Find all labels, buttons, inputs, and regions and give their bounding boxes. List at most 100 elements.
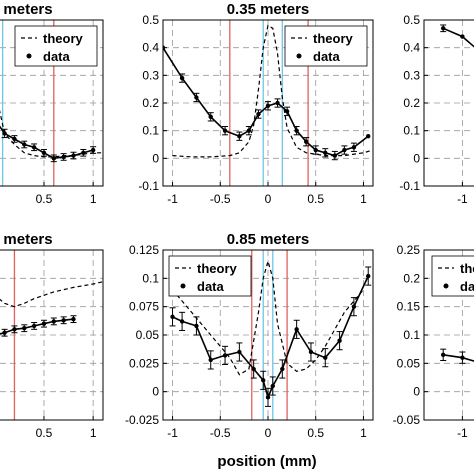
data-point — [71, 316, 76, 322]
x-tick-label: 0.5 — [36, 426, 53, 440]
data-point — [41, 321, 47, 326]
y-tick-label: 0 — [152, 385, 159, 399]
y-tick-label: 0.1 — [403, 124, 420, 138]
plot-content — [163, 250, 373, 420]
data-point — [31, 323, 37, 329]
data-point — [313, 147, 318, 153]
legend: theory data — [284, 25, 368, 67]
data-point — [337, 338, 342, 343]
legend-theory-label: theory — [313, 31, 354, 46]
data-point — [22, 326, 27, 331]
data-point — [366, 273, 371, 279]
legend-data-swatch — [296, 53, 302, 59]
legend: theory data — [168, 255, 252, 297]
y-tick-label: 0.05 — [397, 356, 421, 370]
panel-6: -0.05 0 0.05 0.1 0.15 0.2 0.25 -1 theory data — [393, 243, 474, 440]
y-tick-label: 0.2 — [403, 271, 420, 285]
data-point — [323, 150, 328, 155]
data-point — [265, 395, 271, 400]
data-point — [222, 353, 228, 358]
y-tick-label: 0.2 — [142, 96, 159, 110]
data-point — [81, 150, 86, 155]
panel-title: meters — [3, 231, 52, 248]
x-tick-label: -1 — [167, 192, 178, 206]
x-tick-label: 1 — [90, 426, 97, 440]
y-tick-label: 0 — [413, 385, 420, 399]
data-point — [303, 139, 309, 144]
y-tick-label: -0.025 — [125, 413, 159, 427]
data-point — [2, 131, 7, 136]
data-point — [246, 128, 252, 133]
y-tick-label: 0.025 — [129, 356, 159, 370]
legend-data-swatch — [443, 283, 449, 289]
panel-5: -0.025 0 0.025 0.05 0.075 0.1 0.125 -1 -0.5 0 0.5 1… — [125, 231, 374, 440]
data-point — [332, 153, 338, 158]
data-point — [270, 383, 275, 389]
x-tick-label: 0 — [265, 192, 272, 206]
x-tick-label: -1 — [457, 192, 468, 206]
legend-theory-label: theory — [197, 261, 238, 276]
data-point — [194, 323, 199, 329]
y-tick-label: 0.1 — [142, 271, 159, 285]
plot-content — [0, 20, 103, 186]
legend-theory-label: theory — [43, 31, 84, 46]
data-point — [351, 304, 357, 309]
data-point — [294, 128, 299, 133]
x-tick-label: -1 — [167, 426, 178, 440]
data-point — [441, 26, 446, 31]
data-point — [194, 95, 199, 100]
legend-data-label: data — [313, 49, 341, 64]
x-tick-label: -0.5 — [210, 192, 231, 206]
legend-box — [431, 255, 474, 297]
data-point — [41, 150, 47, 155]
legend-box — [14, 25, 98, 67]
axes-frame — [0, 249, 104, 421]
legend-data-label: data — [197, 279, 225, 294]
x-tick-label: 0.5 — [36, 192, 53, 206]
y-tick-label: 0.1 — [403, 328, 420, 342]
y-tick-label: 0.075 — [129, 300, 159, 314]
panel-title: meters — [3, 1, 52, 18]
y-tick-label: 0.5 — [142, 13, 159, 27]
data-series-line — [0, 318, 74, 335]
data-point — [61, 318, 66, 323]
data-point — [179, 75, 185, 81]
data-point — [61, 154, 66, 160]
legend-data-label: data — [460, 279, 474, 294]
x-tick-label: -1 — [457, 426, 468, 440]
panel-title: 0.85 meters — [227, 231, 310, 248]
data-point — [237, 134, 242, 139]
y-tick-label: 0.2 — [403, 96, 420, 110]
data-point — [179, 319, 185, 324]
panels: 0.5 1 meters theory data -0.1 0 0.1 0.2 0.3 0.4 0.5… — [0, 1, 474, 440]
y-tick-label: 0.15 — [397, 300, 421, 314]
data-point — [12, 136, 17, 142]
plot-content — [424, 20, 474, 186]
data-point — [51, 319, 56, 324]
data-point — [366, 134, 371, 139]
y-tick-label: 0.125 — [129, 243, 159, 257]
legend-data-swatch — [26, 53, 32, 59]
data-series-line — [443, 354, 474, 362]
data-point — [261, 378, 266, 383]
x-tick-label: 0 — [265, 426, 272, 440]
panel-2: -0.1 0 0.1 0.2 0.3 0.4 0.5 -1 -0.5 0 0.5 1 0.35 mete… — [138, 1, 374, 206]
y-tick-label: 0.1 — [142, 124, 159, 138]
data-point — [31, 145, 37, 150]
data-series-line — [442, 27, 474, 48]
plot-content — [0, 250, 103, 420]
data-point — [460, 34, 465, 39]
data-point — [460, 355, 465, 360]
legend: theory data — [14, 25, 98, 67]
x-tick-label: 0.5 — [307, 426, 324, 440]
x-tick-label: 0.5 — [307, 192, 324, 206]
data-point — [251, 366, 256, 372]
data-point — [256, 111, 261, 117]
y-tick-label: 0.4 — [403, 41, 420, 55]
data-point — [237, 349, 242, 355]
x-tick-label: 1 — [360, 192, 367, 206]
x-tick-label: 1 — [360, 426, 367, 440]
data-point — [265, 103, 271, 108]
panel-4: 0.5 1 meters — [0, 231, 104, 440]
